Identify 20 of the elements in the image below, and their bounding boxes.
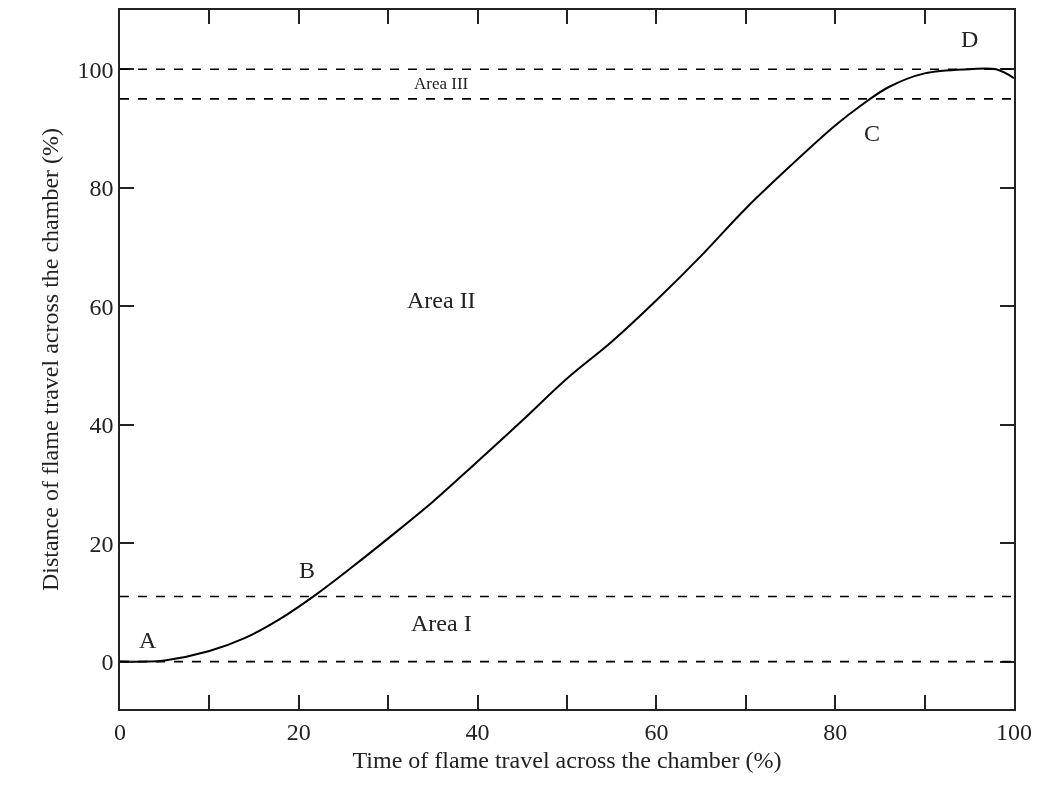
y-tick-label: 0 [101, 649, 114, 676]
x-tick-label: 20 [286, 718, 311, 745]
annotation: A [139, 627, 157, 653]
annotation: D [961, 26, 979, 52]
annotation: Area III [414, 74, 469, 93]
y-tick-label: 40 [89, 412, 114, 439]
annotation: B [299, 557, 316, 583]
y-tick-label: 60 [89, 293, 114, 320]
x-tick-label: 60 [644, 718, 669, 745]
x-tick-label: 80 [823, 718, 848, 745]
y-axis-title: Distance of flame travel across the chamber (%) [37, 127, 64, 592]
y-tick-label: 100 [77, 56, 114, 83]
y-tick-label: 20 [89, 530, 114, 557]
x-tick-label: 100 [996, 718, 1032, 745]
x-axis-title: Time of flame travel across the chamber (%) [352, 747, 782, 774]
annotation: Area I [411, 610, 472, 636]
x-tick-label: 40 [465, 718, 490, 745]
y-tick-label: 80 [89, 175, 114, 202]
annotation: C [864, 120, 881, 146]
annotation: Area II [407, 287, 476, 313]
